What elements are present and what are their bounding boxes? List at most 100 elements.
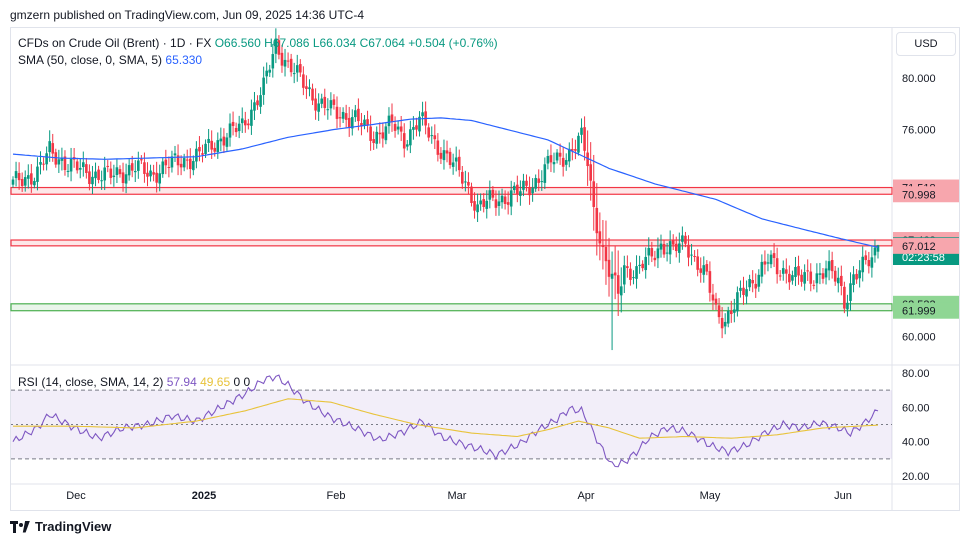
candle — [705, 260, 709, 276]
candle — [283, 48, 287, 77]
candle-body — [204, 143, 207, 154]
candle-body — [546, 156, 550, 164]
candle-body — [155, 172, 158, 183]
candle-body — [210, 140, 213, 150]
candle — [430, 126, 434, 144]
candle-body — [623, 265, 626, 285]
candle — [418, 111, 421, 137]
candle — [158, 164, 162, 192]
candle — [268, 64, 272, 77]
candle-body — [705, 264, 709, 272]
candle — [604, 220, 608, 285]
support-zone — [10, 303, 893, 312]
candle — [103, 156, 106, 191]
candle — [635, 255, 638, 289]
candle-body — [766, 262, 770, 264]
candle-body — [57, 159, 61, 165]
candle — [840, 265, 843, 296]
candle — [124, 163, 128, 194]
candle-body — [852, 274, 855, 285]
candle — [421, 101, 424, 126]
candle — [531, 178, 534, 202]
candle-body — [461, 171, 464, 184]
candle-body — [350, 117, 354, 129]
rsi-legend: RSI (14, close, SMA, 14, 2) 57.94 49.65 … — [18, 375, 250, 389]
candle-body — [619, 286, 623, 296]
candle — [23, 170, 27, 192]
candle-body — [176, 155, 180, 166]
candle — [39, 151, 42, 175]
candle-body — [317, 103, 320, 112]
candle — [170, 150, 174, 173]
price-legend: CFDs on Crude Oil (Brent) · 1D · FX O66.… — [18, 36, 498, 50]
candle-body — [311, 88, 314, 101]
candle-body — [26, 175, 30, 179]
candle — [797, 255, 800, 285]
candle-body — [335, 106, 339, 119]
candle-body — [846, 302, 849, 310]
candle-body — [537, 178, 541, 183]
candle-body — [736, 292, 739, 312]
candle-body — [247, 123, 250, 126]
candle — [329, 92, 333, 116]
candle — [647, 237, 651, 266]
candle-body — [430, 135, 434, 137]
candle — [393, 116, 397, 138]
candle-body — [152, 172, 155, 175]
candle-body — [85, 164, 88, 173]
candle-body — [124, 174, 128, 184]
candle-body — [855, 273, 858, 280]
currency-button[interactable]: USD — [896, 32, 956, 56]
candle-body — [470, 186, 473, 203]
candle — [821, 268, 825, 284]
candle-body — [326, 109, 330, 111]
candle-body — [103, 167, 106, 181]
candle-body — [188, 158, 192, 170]
candle — [311, 83, 314, 106]
candle-body — [305, 86, 308, 90]
candle — [742, 276, 745, 305]
candle — [815, 263, 819, 293]
candle-body — [314, 98, 317, 111]
candles — [11, 28, 880, 351]
candle-body — [308, 87, 311, 90]
candle — [295, 54, 299, 82]
candle — [653, 250, 657, 267]
candle-body — [601, 244, 605, 248]
candle — [256, 95, 259, 110]
time-tick-label: Feb — [327, 490, 346, 502]
candle — [626, 255, 629, 278]
candle — [788, 265, 791, 290]
candle — [11, 176, 15, 188]
candle — [500, 188, 504, 209]
price-label: 61.999 — [902, 306, 936, 318]
candle-body — [277, 40, 281, 55]
candle-body — [653, 257, 657, 261]
candle — [785, 258, 788, 284]
candle-body — [23, 177, 27, 186]
candle-body — [873, 247, 877, 256]
candle-body — [476, 204, 479, 213]
candle-body — [574, 149, 577, 151]
candle — [366, 110, 369, 133]
candle-body — [140, 159, 143, 161]
candle — [207, 128, 210, 152]
candle-body — [338, 117, 342, 119]
candle-body — [45, 153, 48, 165]
candle — [800, 269, 803, 287]
candle — [503, 190, 507, 210]
candle — [757, 269, 761, 292]
rsi-sma-line — [13, 398, 879, 439]
candle — [433, 124, 437, 150]
candle-body — [137, 160, 140, 171]
candle — [537, 169, 541, 192]
candle-body — [454, 157, 458, 162]
candle — [140, 155, 143, 164]
candle — [726, 306, 730, 328]
candle-body — [516, 184, 519, 195]
candle — [601, 220, 605, 270]
candle — [286, 52, 290, 68]
candle-body — [360, 123, 363, 127]
candle-body — [809, 271, 813, 284]
